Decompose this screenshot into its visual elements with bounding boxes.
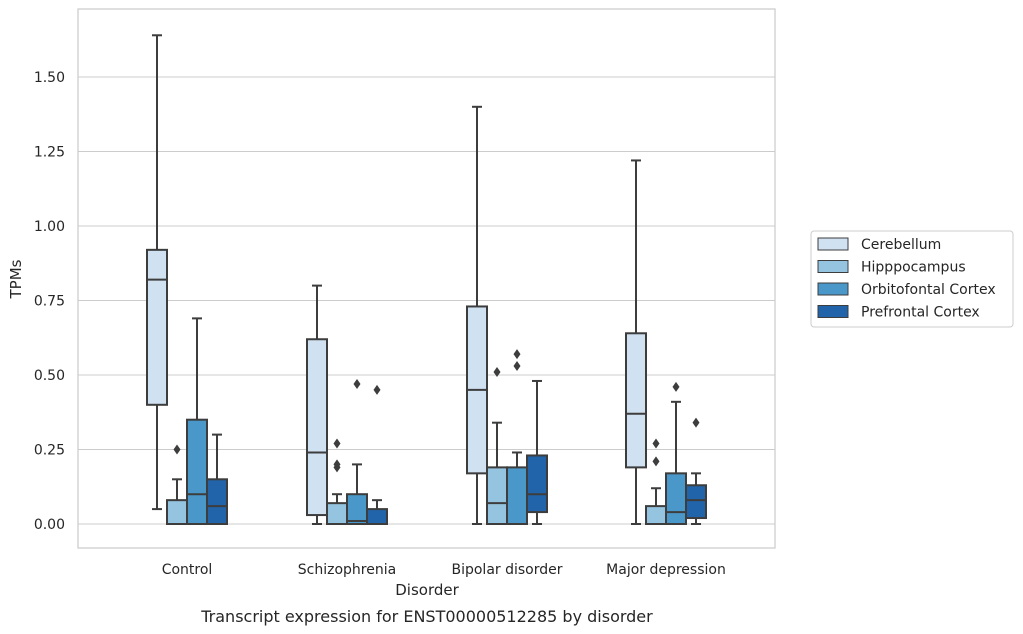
outlier-point <box>373 384 381 395</box>
y-tick-label: 1.00 <box>34 219 65 235</box>
box-orbitofontal-cortex-major-depression <box>665 381 687 525</box>
box-body <box>366 508 388 526</box>
y-tick-label: 0.00 <box>34 517 65 533</box>
box-body <box>625 332 647 469</box>
box-cerebellum-bipolar-disorder <box>466 105 488 525</box>
x-tick-label: Schizophrenia <box>298 562 396 578</box>
x-tick-label: Bipolar disorder <box>451 562 562 578</box>
y-tick-label: 0.50 <box>34 368 65 384</box>
legend-swatch <box>817 282 849 296</box>
box-body <box>506 466 528 526</box>
outlier-point <box>513 349 521 360</box>
box-cerebellum-major-depression <box>625 159 647 525</box>
box-hipppocampus-major-depression <box>645 438 667 525</box>
box-cerebellum-schizophrenia <box>306 284 328 525</box>
outlier-point <box>652 438 660 449</box>
outlier-point <box>333 438 341 449</box>
outlier-point <box>513 361 521 372</box>
x-axis-title: Disorder <box>395 581 459 599</box>
legend-label: Prefrontal Cortex <box>861 305 980 321</box>
box-body <box>186 418 208 526</box>
legend-label: Cerebellum <box>861 237 941 253</box>
legend-frame <box>810 230 1014 328</box>
outlier-point <box>692 417 700 428</box>
x-tick-label: Control <box>162 562 213 578</box>
y-tick-label: 1.50 <box>34 70 65 86</box>
x-tick-labels: Control Schizophrenia Bipolar disorder Majo… <box>162 562 726 578</box>
box-body <box>665 472 687 525</box>
box-cerebellum-control <box>146 34 168 511</box>
box-prefrontal-cortex-major-depression <box>685 417 707 525</box>
chart-caption: Transcript expression for ENST0000051228… <box>200 607 653 626</box>
box-prefrontal-cortex-control <box>206 433 228 525</box>
legend-swatch <box>817 237 849 251</box>
box-hipppocampus-bipolar-disorder <box>486 367 508 526</box>
plot-area-frame <box>77 8 776 549</box>
outlier-point <box>672 381 680 392</box>
outlier-point <box>333 459 341 470</box>
box-orbitofontal-cortex-control <box>186 317 208 526</box>
box-body <box>166 499 188 526</box>
gridlines <box>78 76 775 525</box>
outlier-point <box>173 444 181 455</box>
box-plots <box>146 34 707 526</box>
y-tick-labels: 0.00 0.25 0.50 0.75 1.00 1.25 1.50 <box>34 70 65 533</box>
legend-swatch <box>817 260 849 273</box>
legend: Cerebellum Hipppocampus Orbitofontal Corte… <box>810 230 1014 328</box>
box-body <box>685 484 707 520</box>
box-body <box>486 466 508 526</box>
box-body <box>645 505 667 525</box>
box-body <box>526 454 548 514</box>
box-body <box>146 248 168 406</box>
y-tick-label: 0.25 <box>34 443 65 459</box>
y-tick-label: 1.25 <box>34 145 65 161</box>
y-axis-title: TPMs <box>7 259 25 299</box>
box-body <box>306 338 328 517</box>
legend-label: Orbitofontal Cortex <box>861 282 996 298</box>
box-body <box>326 502 348 526</box>
box-prefrontal-cortex-bipolar-disorder <box>526 379 548 525</box>
x-tick-label: Major depression <box>606 562 726 578</box>
box-body <box>346 493 368 526</box>
box-hipppocampus-control <box>166 444 188 526</box>
outlier-point <box>353 378 361 389</box>
y-tick-label: 0.75 <box>34 294 65 310</box>
legend-label: Hipppocampus <box>861 260 966 276</box>
box-orbitofontal-cortex-schizophrenia <box>346 378 368 526</box>
box-prefrontal-cortex-schizophrenia <box>366 384 388 526</box>
outlier-point <box>652 456 660 467</box>
box-body <box>206 478 228 525</box>
legend-swatch <box>817 305 849 318</box>
outlier-point <box>493 367 501 378</box>
box-hipppocampus-schizophrenia <box>326 438 348 526</box>
